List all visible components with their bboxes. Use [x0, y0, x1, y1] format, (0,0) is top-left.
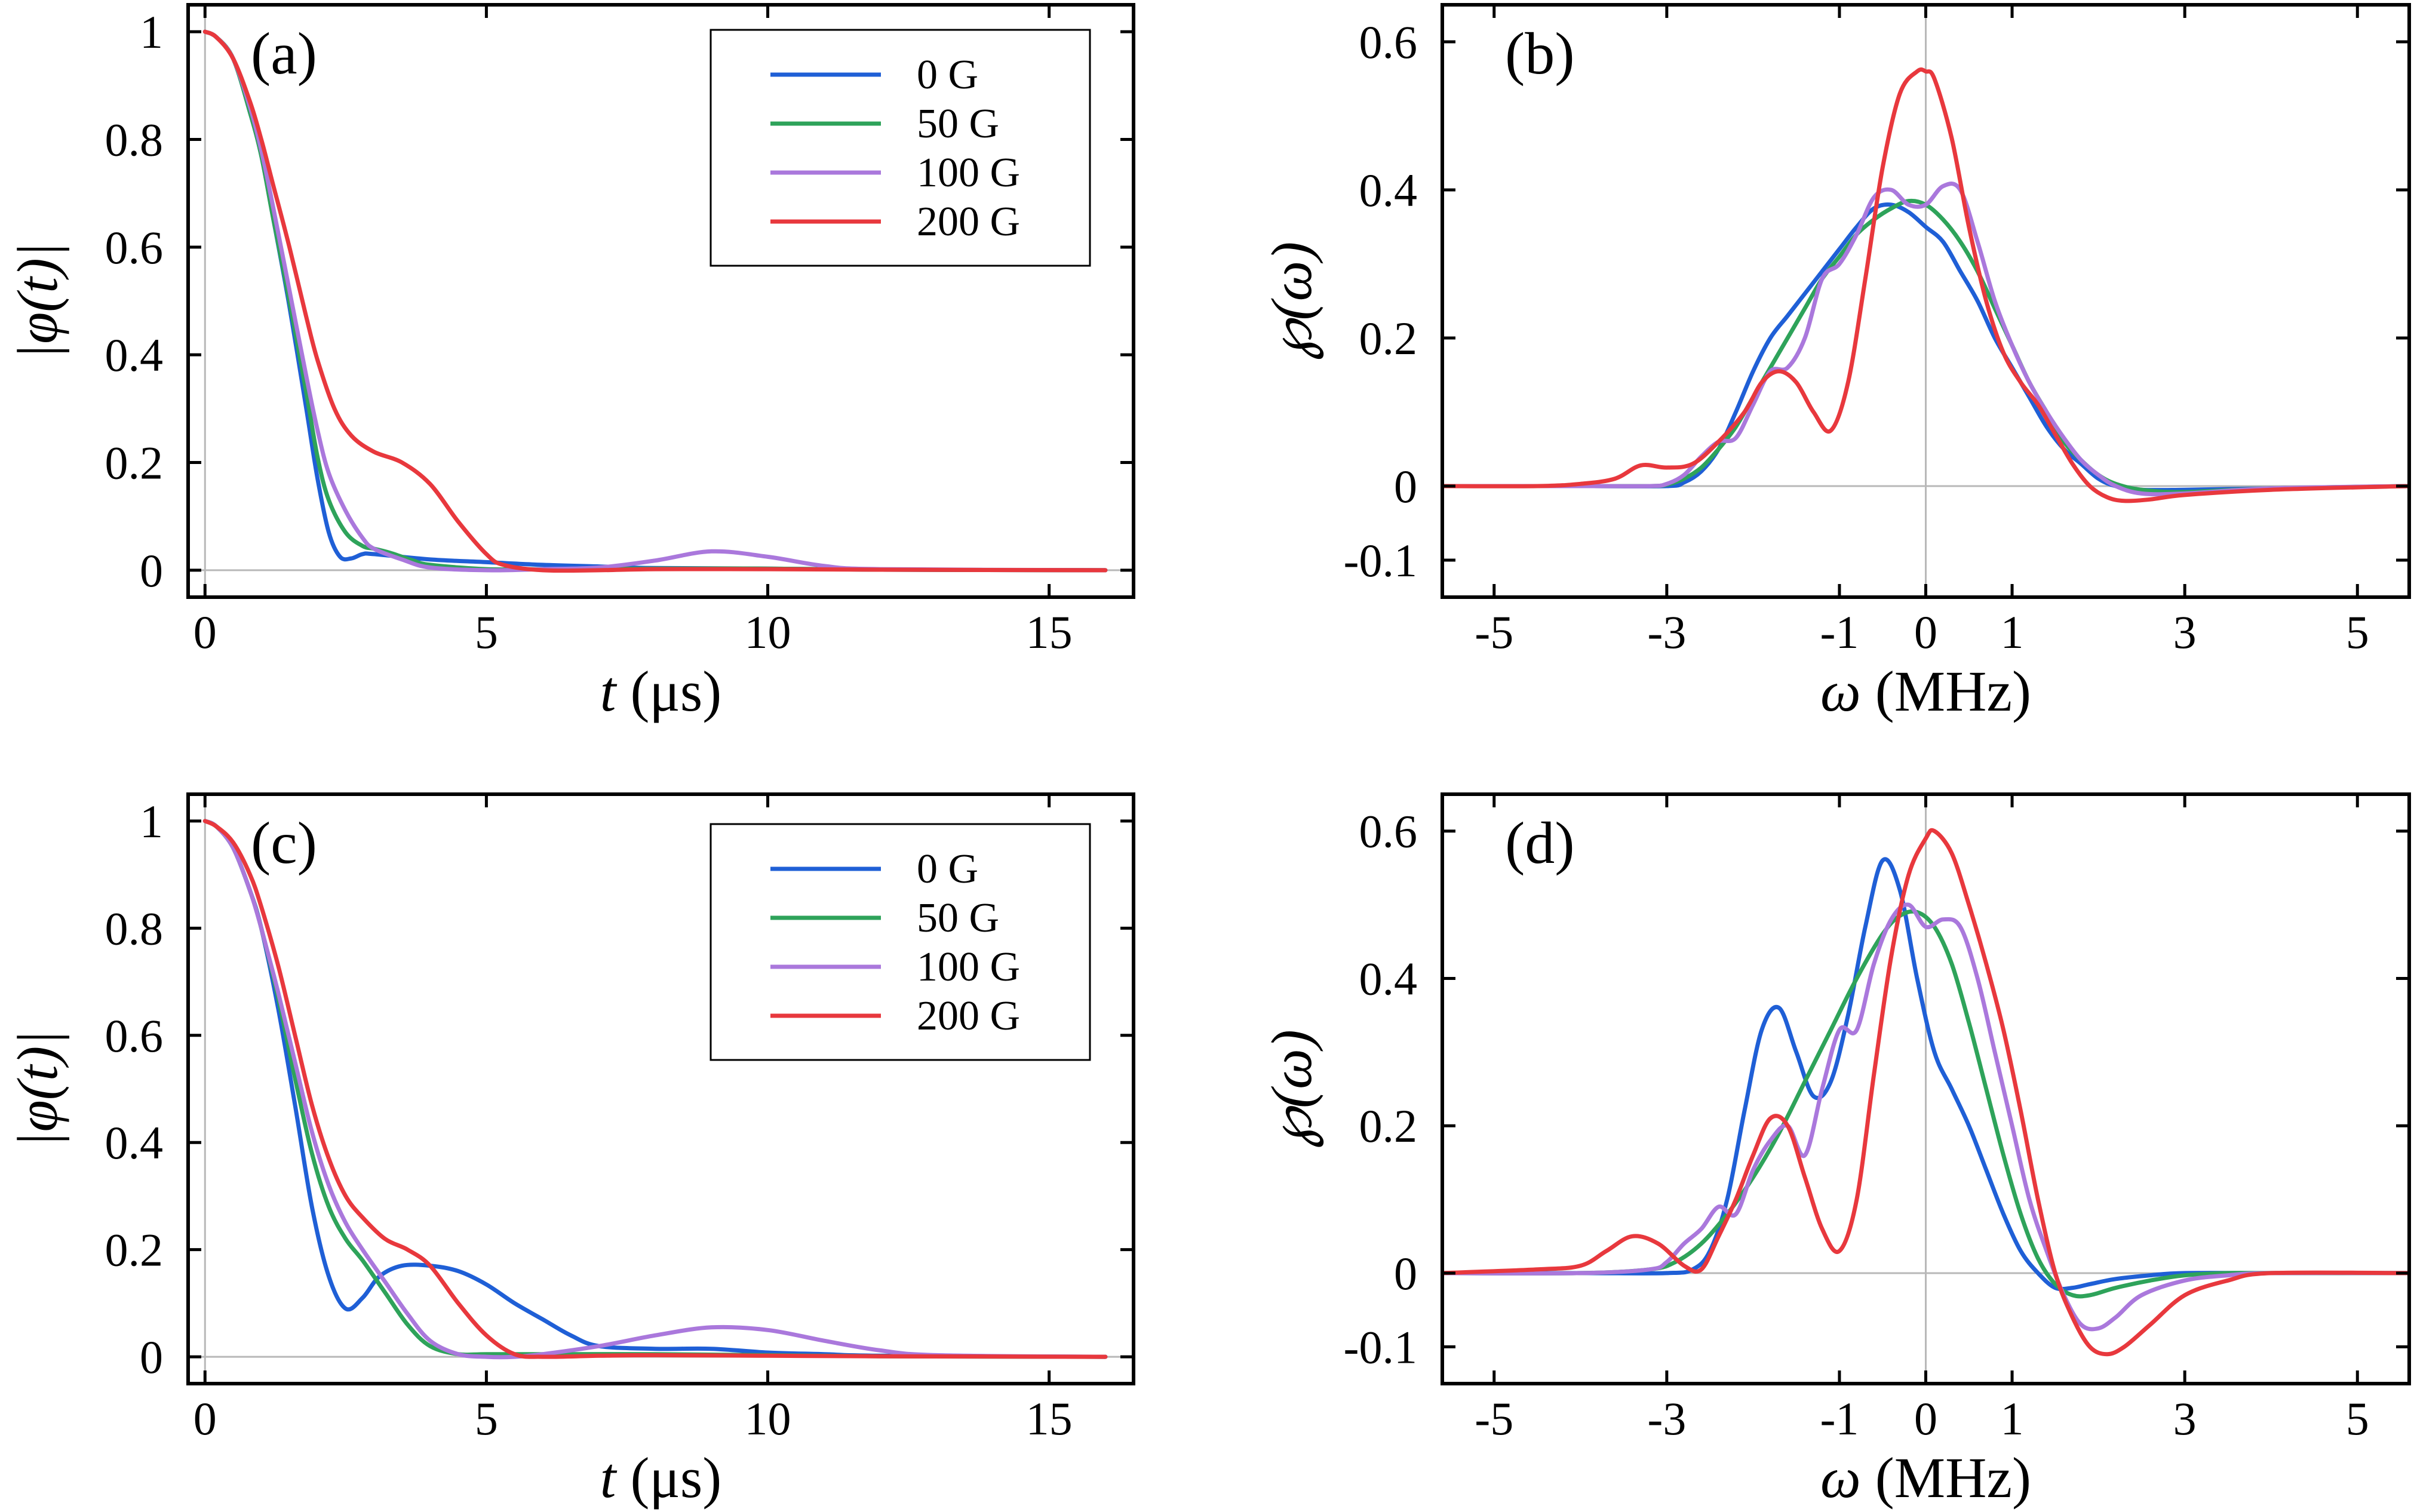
panel-a-line-200-g	[202, 29, 1108, 573]
panel-c-line-100-g	[202, 819, 1108, 1360]
panel-d-xtick-label: -3	[1647, 1393, 1686, 1445]
panel-a-xtick-label: 5	[475, 606, 498, 658]
panel-a-label: (a)	[251, 20, 317, 87]
panel-d-label: (d)	[1505, 810, 1575, 876]
panel-c-xtick-label: 10	[745, 1393, 791, 1445]
panel-a-ytick-label: 0.8	[105, 113, 164, 165]
panel-a-ytick-label: 0.6	[105, 222, 164, 273]
panel-d-ylabel: ℘(ω)	[1260, 1029, 1324, 1148]
panel-a-ytick-label: 0.4	[105, 329, 164, 381]
panel-a-xtick-label: 0	[194, 606, 217, 658]
panel-a-ytick-label: 0	[140, 545, 163, 597]
panel-a-xlabel: t (μs)	[600, 659, 721, 723]
panel-a-frame	[186, 3, 1135, 599]
panel-c-ytick-label: 0.8	[105, 902, 164, 954]
panel-b-xtick-label: -3	[1647, 606, 1686, 658]
panel-a-xlabel-var: t	[600, 659, 618, 723]
panel-c-ytick-label: 0.2	[105, 1224, 164, 1276]
panel-d-line-50-g	[1442, 909, 2409, 1299]
panel-c-ytick-label: 1	[140, 795, 163, 847]
panel-d-xlabel-var: ω	[1820, 1446, 1861, 1510]
panel-c-legend-entry: 100 G	[917, 944, 1020, 990]
panel-a-line-100-g	[202, 29, 1108, 573]
panel-d-line-200-g	[1442, 828, 2409, 1357]
panel-d-ytick-label: 0.4	[1359, 952, 1418, 1004]
panel-c-xlabel: t (μs)	[600, 1446, 721, 1510]
panel-b-ytick-label: 0	[1394, 460, 1417, 512]
panel-d-xtick-label: 1	[2001, 1393, 2024, 1445]
panel-d-xtick-label: -5	[1475, 1393, 1513, 1445]
panel-b-xtick-label: 0	[1914, 606, 1937, 658]
panel-c-legend-entry: 50 G	[917, 895, 999, 941]
panel-a-legend-entry: 50 G	[917, 101, 999, 147]
panel-c-ytick-label: 0	[140, 1331, 163, 1383]
panel-c-legend-entry: 0 G	[917, 846, 978, 892]
panel-b-ytick-label: 0.4	[1359, 164, 1418, 216]
panel-b-ylabel: ℘(ω)	[1260, 242, 1324, 361]
panel-b-xtick-label: -5	[1475, 606, 1513, 658]
panel-b-xtick-label: 5	[2346, 606, 2369, 658]
panel-b: -5 -3 -1 0 1 3 5 -0.1 0 0.2 0.4 0.6 ω (MHz) ℘(ω) (b)	[1260, 3, 2411, 723]
panel-c-xtick-label: 0	[194, 1393, 217, 1445]
panel-b-ytick-label: 0.2	[1359, 312, 1418, 364]
panel-d-xlabel-unit: (MHz)	[1861, 1446, 2031, 1510]
panel-a-legend-entry: 200 G	[917, 199, 1020, 245]
panel-c-xtick-label: 5	[475, 1393, 498, 1445]
panel-b-xtick-label: 1	[2001, 606, 2024, 658]
panel-c-legend-box	[710, 823, 1091, 1061]
panel-a-xtick-label: 10	[745, 606, 791, 658]
panel-c-frame	[186, 792, 1135, 1385]
panel-a-series	[202, 29, 1108, 573]
panel-b-ytick-label: 0.6	[1359, 16, 1418, 68]
panel-a-ytick-label: 0.2	[105, 437, 164, 489]
panel-d-ytick-label: 0.6	[1359, 806, 1418, 858]
panel-d-xlabel: ω (MHz)	[1820, 1446, 2031, 1510]
panel-c-line-200-g	[202, 819, 1108, 1359]
panel-d-ytick-label: 0.2	[1359, 1100, 1418, 1152]
panel-d-xtick-label: 3	[2173, 1393, 2197, 1445]
panel-b-line-200-g	[1442, 67, 2409, 503]
panel-b-xtick-label: -1	[1820, 606, 1859, 658]
panel-b-xlabel-var: ω	[1820, 659, 1861, 723]
panel-c-legend-entry: 200 G	[917, 993, 1020, 1039]
panel-b-series	[1442, 67, 2409, 503]
panel-c-series	[202, 819, 1108, 1360]
panel-a-legend-entry: 0 G	[917, 52, 978, 98]
panel-c: 0 5 10 15 0 0.2 0.4 0.6 0.8 1 t (μs) |φ(t)| (c) 0 G50…	[5, 792, 1135, 1510]
panel-d-ytick-label: -0.1	[1344, 1321, 1417, 1373]
panel-c-ylabel: |φ(t)|	[5, 1030, 69, 1148]
panel-c-xlabel-unit: (μs)	[616, 1446, 721, 1510]
panel-a-ylabel: |φ(t)|	[5, 242, 69, 360]
panel-d-line-100-g	[1442, 902, 2409, 1332]
panel-a-xtick-label: 15	[1026, 606, 1073, 658]
panel-a-legend-entry: 100 G	[917, 150, 1020, 196]
panel-a-legend-box	[710, 29, 1091, 267]
panel-c-ytick-label: 0.6	[105, 1010, 164, 1062]
panel-d-xtick-label: -1	[1820, 1393, 1859, 1445]
panel-b-xlabel-unit: (MHz)	[1861, 659, 2031, 723]
panel-d-series	[1442, 828, 2409, 1357]
panel-b-ytick-label: -0.1	[1344, 534, 1417, 586]
panel-c-xlabel-var: t	[600, 1446, 618, 1510]
panel-a-xlabel-unit: (μs)	[616, 659, 721, 723]
panel-d: -5 -3 -1 0 1 3 5 -0.1 0 0.2 0.4 0.6 ω (MHz) ℘(ω) (d)	[1260, 792, 2411, 1510]
panel-d-ytick-label: 0	[1394, 1247, 1417, 1299]
panel-c-ytick-label: 0.4	[105, 1117, 164, 1169]
panel-a-ytick-label: 1	[140, 6, 163, 58]
panel-b-label: (b)	[1505, 20, 1575, 87]
panel-c-xtick-label: 15	[1026, 1393, 1073, 1445]
panel-d-xtick-label: 0	[1914, 1393, 1937, 1445]
panel-b-xlabel: ω (MHz)	[1820, 659, 2031, 723]
panel-b-xtick-label: 3	[2173, 606, 2197, 658]
panel-a: 0 5 10 15 0 0.2 0.4 0.6 0.8 1 t (μs) |φ(t)| (a) 0 G50…	[5, 3, 1135, 723]
panel-d-xtick-label: 5	[2346, 1393, 2369, 1445]
panel-c-label: (c)	[251, 810, 317, 876]
